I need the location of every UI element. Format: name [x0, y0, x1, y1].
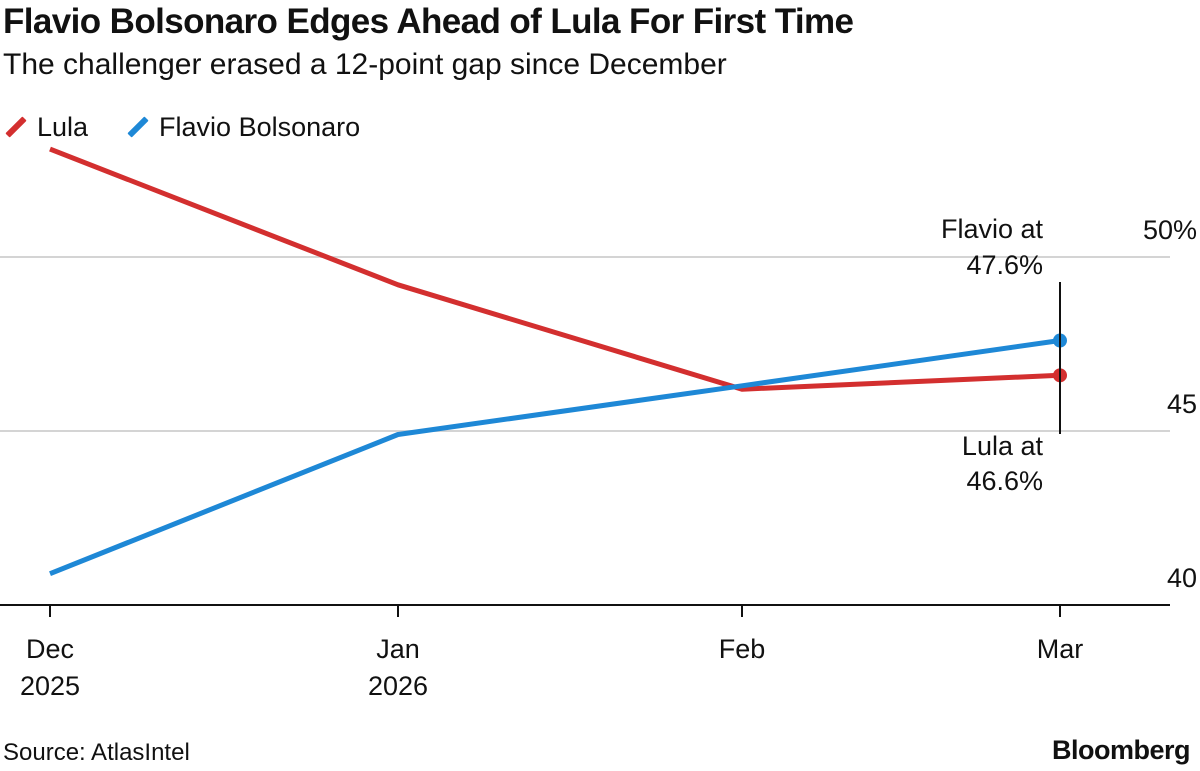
grid-layer: [0, 256, 1170, 432]
annotation-lula-line1: Lula at: [962, 431, 1044, 461]
x-tick-label-dec: Dec: [26, 634, 74, 664]
chart-title: Flavio Bolsonaro Edges Ahead of Lula For…: [3, 2, 854, 41]
y-tick-label-50: 50%: [1143, 215, 1197, 245]
legend-item-lula: Lula: [0, 112, 88, 143]
x-tick-year-2026: 2026: [368, 671, 428, 701]
x-tick-label-feb: Feb: [719, 634, 766, 664]
legend-label-lula: Lula: [37, 111, 89, 142]
y-tick-label-45: 45: [1167, 389, 1197, 419]
y-tick-label-40: 40: [1167, 563, 1197, 593]
annotation-flavio-bolsonaro-line2: 47.6%: [966, 250, 1043, 280]
x-tick-year-2025: 2025: [20, 671, 80, 701]
series-line-lula: [49, 146, 1061, 392]
axis-layer: 50% 45 40 Dec 2025 Jan 2026 Feb Mar: [0, 215, 1197, 701]
annotation-layer: Flavio at 47.6% Lula at 46.6%: [941, 214, 1061, 496]
legend-label-flavio: Flavio Bolsonaro: [159, 111, 361, 142]
chart-subtitle: The challenger erased a 12-point gap sin…: [3, 48, 727, 81]
legend: Lula Flavio Bolsonaro: [0, 110, 394, 144]
annotation-flavio-bolsonaro-line1: Flavio at: [941, 214, 1044, 244]
x-tick-label-jan: Jan: [376, 634, 420, 664]
series-line-flavio-bolsonaro: [49, 338, 1061, 577]
brand-logo: Bloomberg: [1051, 735, 1191, 765]
annotation-lula-line2: 46.6%: [966, 466, 1043, 496]
series-layer: [49, 146, 1067, 577]
legend-item-flavio: Flavio Bolsonaro: [122, 112, 360, 143]
x-tick-label-mar: Mar: [1037, 634, 1084, 664]
source-note: Source: AtlasIntel: [3, 739, 190, 766]
